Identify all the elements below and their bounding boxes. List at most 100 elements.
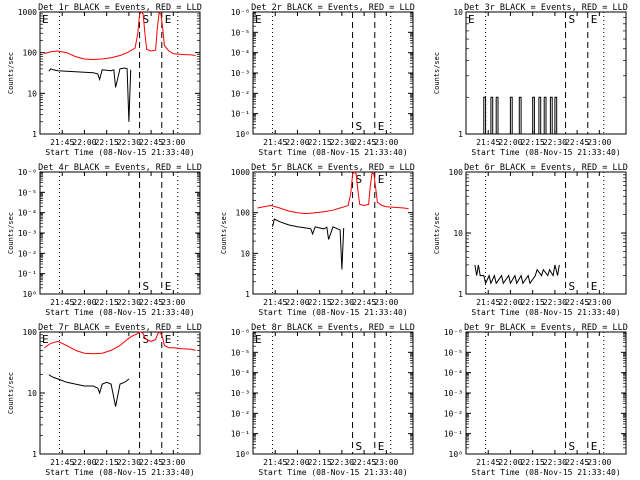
y-tick-label: 10⁻² [444, 409, 463, 418]
plot-frame [465, 171, 627, 295]
x-tick-label: 22:30 [117, 138, 141, 147]
series-line-lld [257, 171, 409, 215]
y-tick-label: 100 [23, 49, 38, 58]
y-tick-label: 1000 [231, 168, 250, 177]
y-tick-label: 10⁻² [231, 89, 250, 98]
y-tick-label: 10⁻³ [444, 389, 463, 398]
marker-label-e: E [591, 280, 598, 293]
x-tick-label: 22:30 [330, 298, 354, 307]
y-tick-label: 10 [27, 389, 37, 398]
x-tick-label: 23:00 [587, 298, 611, 307]
x-tick-label: 22:30 [117, 298, 141, 307]
x-tick-label: 22:15 [521, 298, 545, 307]
marker-label-s: S [569, 13, 576, 26]
x-tick-label: 23:00 [374, 458, 398, 467]
x-tick-label: 22:15 [308, 458, 332, 467]
x-tick-label: 22:00 [285, 298, 309, 307]
plot-frame [252, 331, 414, 455]
y-tick-label: 10⁻¹ [18, 270, 37, 279]
panel-title: Det 7r BLACK = Events, RED = LLD [38, 323, 202, 333]
marker-label-s: S [143, 280, 150, 293]
marker-label-e: E [591, 440, 598, 453]
y-tick-label: 1 [458, 290, 463, 299]
marker-label-e: E [591, 13, 598, 26]
x-tick-label: 22:00 [72, 298, 96, 307]
y-tick-label: 10⁰ [23, 290, 37, 299]
plot-frame [252, 171, 414, 295]
x-tick-label: 22:15 [95, 298, 119, 307]
marker-label-s: S [356, 120, 363, 133]
x-tick-label: 22:30 [330, 138, 354, 147]
x-tick-label: 22:45 [565, 138, 589, 147]
x-tick-label: 21:45 [263, 298, 287, 307]
y-tick-label: 10⁻³ [18, 229, 37, 238]
x-tick-label: 22:30 [330, 458, 354, 467]
plot-frame [39, 171, 201, 295]
y-axis-label: Counts/sec [7, 372, 15, 414]
x-tick-label: 22:15 [521, 138, 545, 147]
series-line-events [474, 264, 560, 285]
marker-label-e: E [378, 440, 385, 453]
y-tick-label: 100 [236, 209, 251, 218]
panel-det-9: Det 9r BLACK = Events, RED = LLD21:4522:… [444, 323, 628, 477]
x-tick-label: 22:00 [285, 458, 309, 467]
y-axis-label: Counts/sec [433, 212, 441, 254]
x-tick-label: 23:00 [587, 458, 611, 467]
x-tick-label: 21:45 [50, 298, 74, 307]
series-line-events [48, 374, 130, 407]
y-tick-label: 10⁰ [236, 130, 250, 139]
x-tick-label: 23:00 [161, 138, 185, 147]
x-axis-label: Start Time (08-Nov-15 21:33:40) [471, 468, 620, 477]
x-tick-label: 22:15 [308, 138, 332, 147]
y-axis-label: Counts/sec [7, 212, 15, 254]
marker-label-e: E [378, 120, 385, 133]
panel-title: Det 2r BLACK = Events, RED = LLD [251, 3, 415, 13]
x-tick-label: 23:00 [161, 458, 185, 467]
x-tick-label: 21:45 [476, 458, 500, 467]
y-axis-label: Counts/sec [220, 212, 228, 254]
x-tick-label: 22:45 [352, 138, 376, 147]
x-tick-label: 22:45 [139, 458, 163, 467]
y-axis-label: Counts/sec [433, 52, 441, 94]
x-axis-label: Start Time (08-Nov-15 21:33:40) [45, 468, 194, 477]
panel-title: Det 4r BLACK = Events, RED = LLD [38, 163, 202, 173]
y-tick-label: 10⁻³ [231, 389, 250, 398]
x-tick-label: 22:00 [498, 298, 522, 307]
y-tick-label: 10⁻⁴ [231, 49, 250, 58]
x-tick-label: 21:45 [263, 458, 287, 467]
y-tick-label: 10 [453, 8, 463, 17]
y-tick-label: 10 [240, 249, 250, 258]
x-tick-label: 22:45 [565, 298, 589, 307]
corner-label: E [42, 13, 49, 26]
panel-det-6: Det 6r BLACK = Events, RED = LLD21:4522:… [433, 163, 628, 317]
plot-frame [465, 331, 627, 455]
x-tick-label: 22:45 [352, 298, 376, 307]
y-tick-label: 10⁻⁵ [18, 188, 37, 197]
x-tick-label: 22:00 [285, 138, 309, 147]
y-tick-label: 10⁰ [236, 450, 250, 459]
y-tick-label: 10⁻³ [231, 69, 250, 78]
x-axis-label: Start Time (08-Nov-15 21:33:40) [471, 308, 620, 317]
corner-label: E [255, 13, 262, 26]
x-tick-label: 21:45 [50, 458, 74, 467]
x-tick-label: 21:45 [50, 138, 74, 147]
series-line-events [272, 218, 345, 270]
x-axis-label: Start Time (08-Nov-15 21:33:40) [45, 148, 194, 157]
y-tick-label: 10⁻¹ [231, 110, 250, 119]
y-tick-label: 10⁻⁵ [231, 348, 250, 357]
panel-det-2: Det 2r BLACK = Events, RED = LLD21:4522:… [231, 3, 415, 157]
y-tick-label: 1 [458, 130, 463, 139]
corner-label: E [468, 13, 475, 26]
y-tick-label: 10⁻⁴ [444, 369, 463, 378]
x-tick-label: 22:30 [543, 458, 567, 467]
y-tick-label: 10⁻⁵ [231, 28, 250, 37]
panel-title: Det 3r BLACK = Events, RED = LLD [464, 3, 628, 13]
x-tick-label: 22:00 [72, 458, 96, 467]
y-tick-label: 10⁻¹ [444, 430, 463, 439]
x-tick-label: 23:00 [374, 138, 398, 147]
y-tick-label: 10⁻² [18, 249, 37, 258]
y-tick-label: 10⁻⁴ [231, 369, 250, 378]
y-tick-label: 1 [245, 290, 250, 299]
